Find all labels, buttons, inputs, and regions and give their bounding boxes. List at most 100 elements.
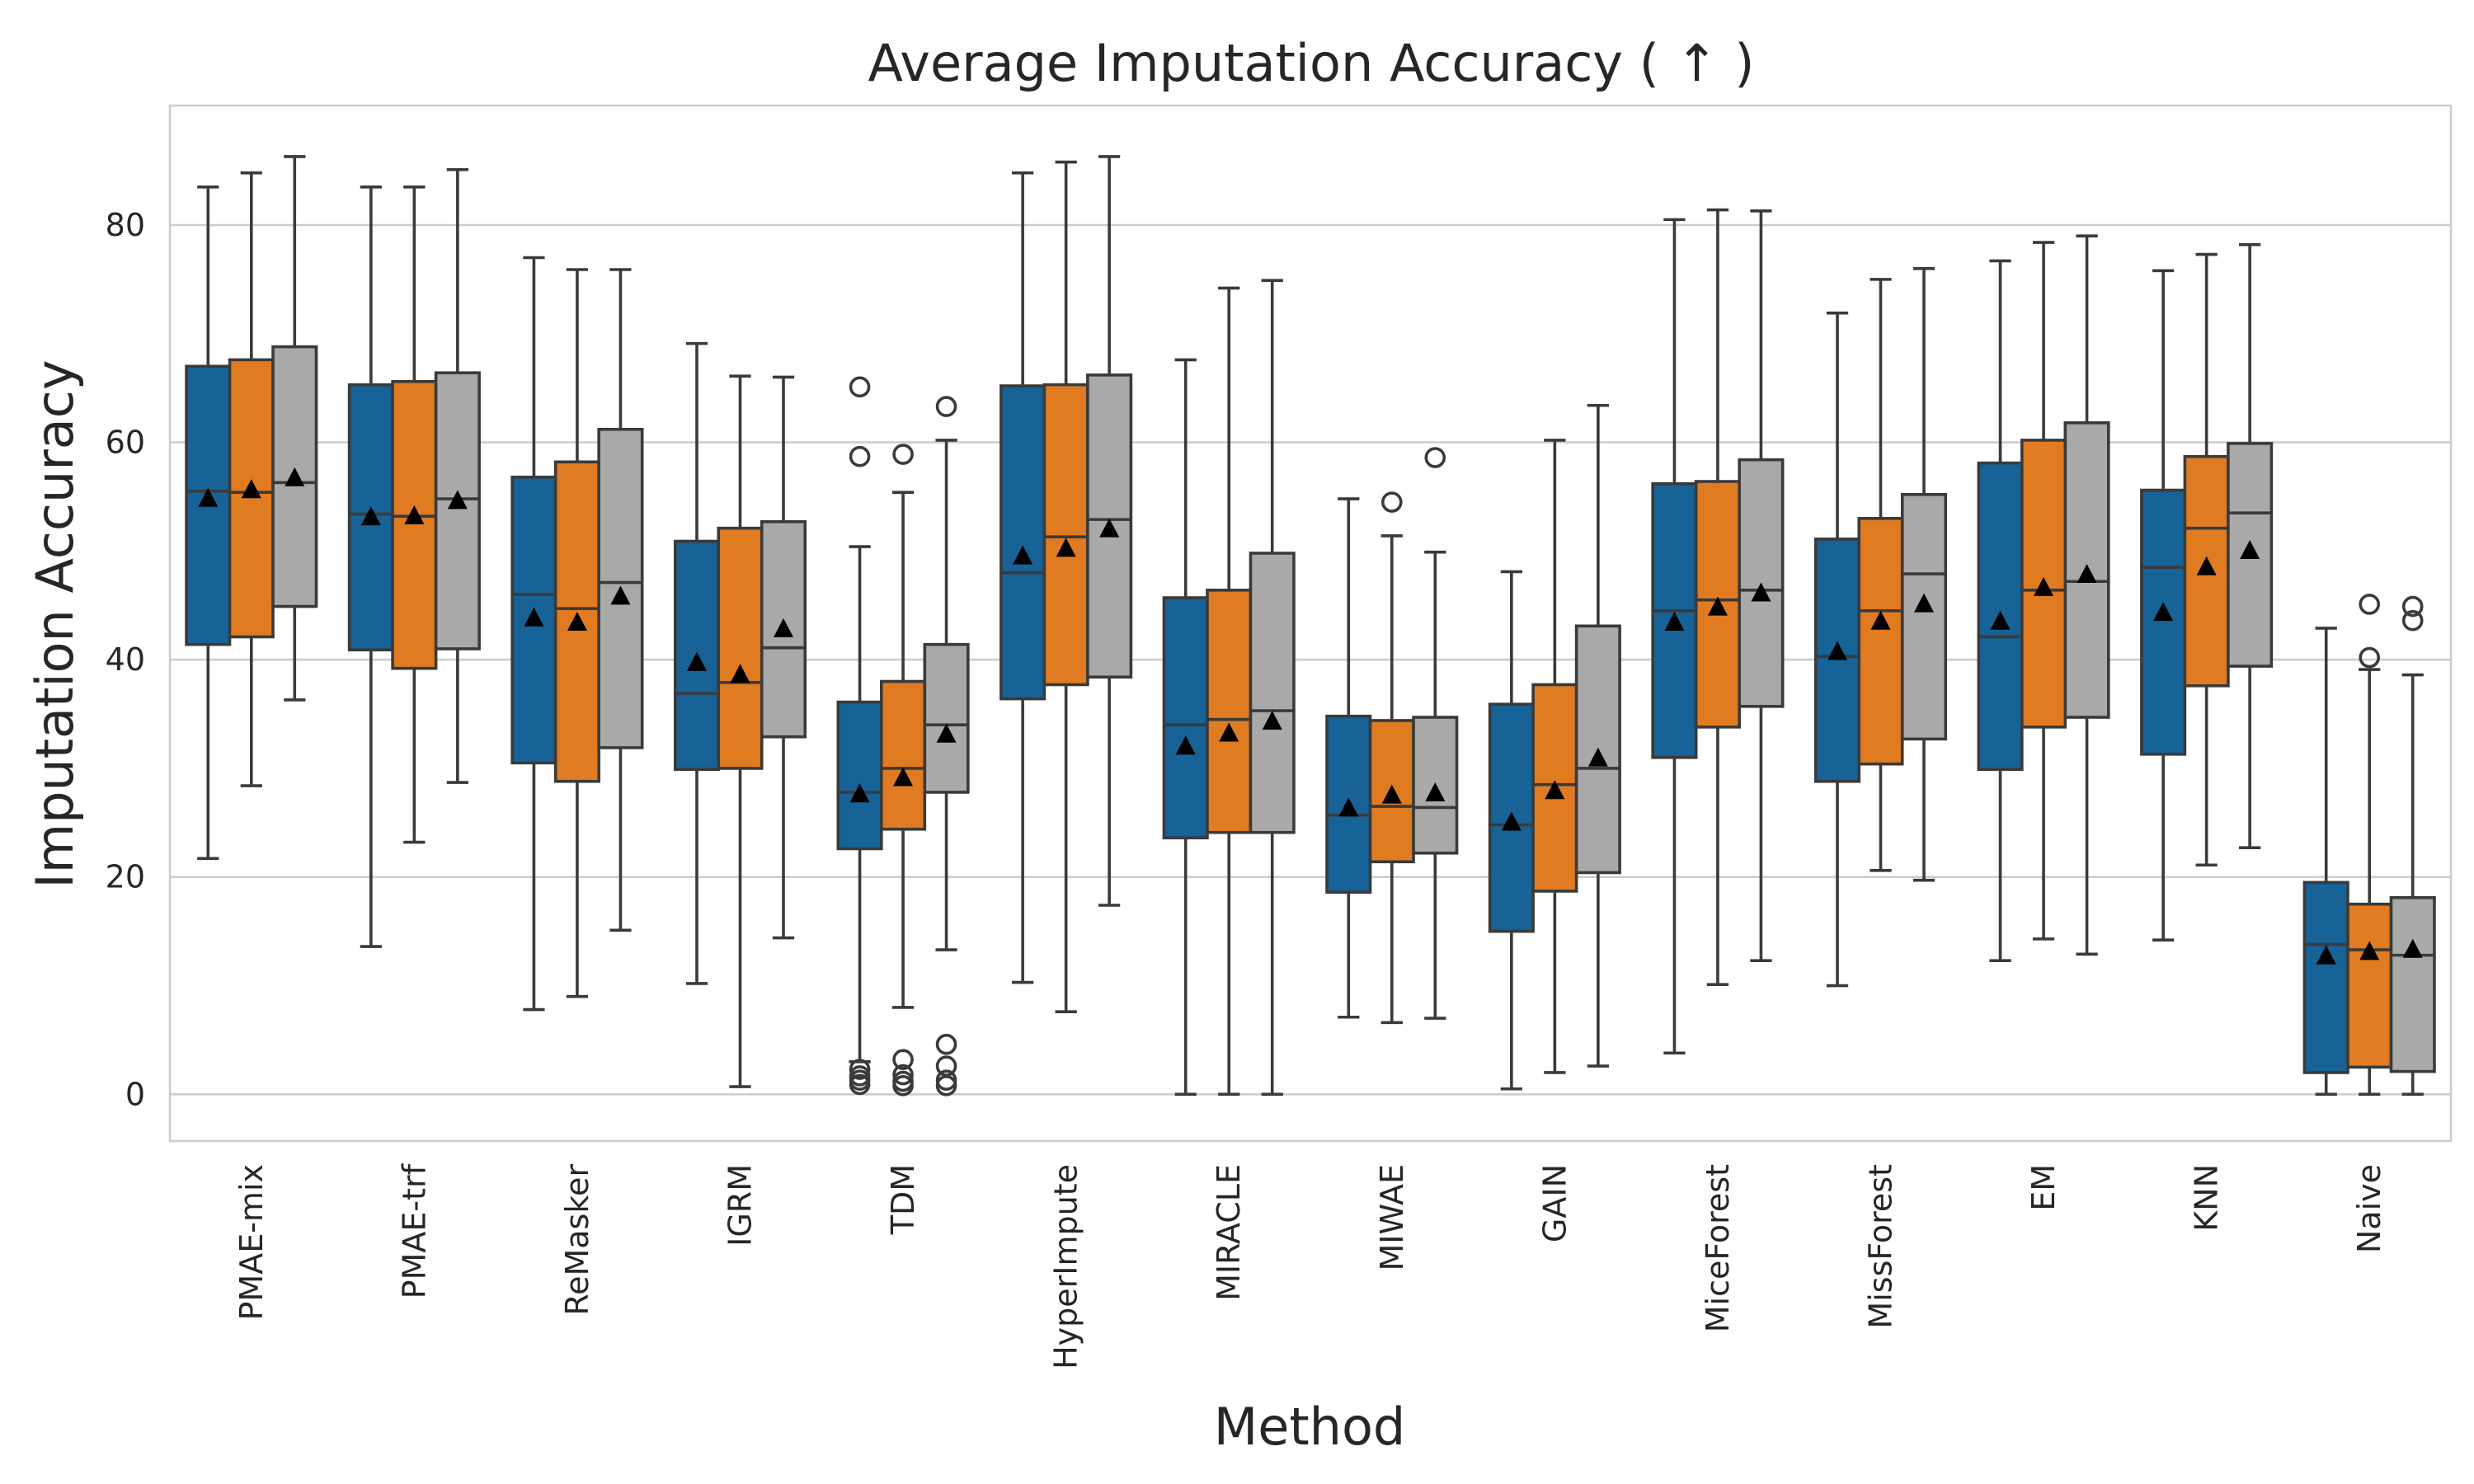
iqr-box [347, 383, 394, 652]
iqr-box [717, 526, 764, 770]
plot-frame [168, 104, 2453, 1143]
iqr-box [1206, 589, 1253, 834]
mean-marker [2196, 556, 2217, 575]
mean-marker [567, 612, 587, 632]
mean-marker [447, 490, 468, 510]
mean-marker [2402, 938, 2423, 958]
x-tick-label: Naive [2351, 1164, 2387, 1253]
box-group [1813, 266, 1948, 988]
y-axis-ticks: 0 20 40 60 80 [106, 207, 145, 1112]
iqr-box [1738, 458, 1785, 708]
iqr-box [1162, 596, 1209, 840]
x-tick-label: MiceForest [1700, 1164, 1736, 1332]
outlier-point [849, 1059, 871, 1080]
chart-title: Average Imputation Accuracy ( ↑ ) [868, 33, 1755, 93]
mean-marker [241, 479, 261, 499]
x-tick-label: PMAE-trf [396, 1162, 432, 1298]
mean-marker [1262, 710, 1282, 730]
outlier-point [2359, 646, 2381, 669]
iqr-box [1813, 538, 1861, 783]
box-group [1651, 208, 1785, 1055]
x-axis-label: Method [1214, 1397, 1406, 1457]
mean-marker [2077, 564, 2097, 584]
box-group [2140, 242, 2274, 942]
mean-marker [610, 585, 631, 605]
outlier-point [892, 1074, 914, 1097]
box-group [1977, 234, 2110, 963]
mean-marker [524, 607, 544, 627]
iqr-box [434, 371, 481, 650]
mean-marker [1751, 582, 1771, 602]
iqr-box [1857, 517, 1904, 766]
mean-marker [1099, 518, 1120, 538]
mean-marker [1175, 735, 1196, 755]
outlier-point [2401, 609, 2424, 632]
mean-marker [1501, 811, 1522, 831]
box-group [185, 155, 318, 861]
mean-marker [285, 467, 305, 486]
outlier-point [849, 376, 871, 398]
mean-marker [1870, 610, 1891, 630]
mean-marker [774, 618, 793, 637]
box-group [999, 155, 1133, 1013]
x-tick-label: PMAE-mix [233, 1164, 270, 1320]
mean-marker [893, 767, 914, 787]
y-tick-label: 80 [106, 207, 145, 243]
iqr-box [923, 642, 970, 794]
iqr-box [1900, 493, 1948, 741]
x-tick-label: TDM [885, 1164, 921, 1235]
mean-marker [1013, 545, 1033, 565]
y-tick-label: 40 [106, 641, 145, 678]
outlier-point [1380, 491, 1403, 513]
mean-marker [1827, 641, 1847, 660]
mean-marker [1707, 596, 1728, 616]
mean-marker [1219, 722, 1239, 742]
y-tick-label: 0 [125, 1076, 145, 1112]
iqr-box [999, 384, 1047, 701]
outlier-point [849, 445, 871, 467]
y-tick-label: 60 [106, 425, 145, 461]
box-group [510, 256, 644, 1012]
mean-marker [1914, 593, 1934, 613]
mean-marker [1338, 797, 1359, 817]
outlier-point [892, 444, 914, 465]
box-group [1325, 447, 1459, 1025]
mean-marker [2359, 941, 2380, 960]
x-tick-label: MissForest [1863, 1164, 1899, 1329]
iqr-box [2346, 902, 2393, 1069]
mean-marker [2240, 540, 2260, 560]
mean-marker [687, 651, 707, 671]
y-tick-label: 20 [106, 859, 145, 895]
x-axis-ticks: PMAE-mix PMAE-trf ReMasker IGRM TDM HyperImpu… [233, 1162, 2387, 1369]
y-axis-label: Imputation Accuracy [25, 359, 85, 888]
outlier-point [849, 1073, 871, 1096]
mean-marker [2153, 602, 2174, 622]
box-group [1488, 403, 1621, 1091]
mean-marker [1381, 784, 1402, 804]
x-tick-label: ReMasker [559, 1164, 595, 1316]
iqr-box [2140, 488, 2187, 756]
x-tick-label: MIWAE [1374, 1164, 1410, 1271]
mean-marker [936, 723, 957, 743]
mean-marker [1425, 782, 1446, 801]
iqr-box [228, 358, 275, 639]
mean-marker [404, 505, 425, 524]
iqr-box [1042, 383, 1089, 687]
mean-marker [2034, 576, 2054, 596]
iqr-box [2302, 881, 2349, 1074]
iqr-box [836, 700, 883, 851]
outlier-point [892, 1064, 914, 1086]
box-group [2302, 594, 2436, 1097]
outlier-point [2401, 595, 2424, 618]
mean-marker [730, 664, 750, 683]
iqr-box [391, 379, 438, 670]
mean-marker [198, 487, 219, 507]
x-tick-label: MIRACLE [1211, 1164, 1247, 1301]
outlier-point [2359, 594, 2381, 615]
x-tick-label: GAIN [1536, 1164, 1573, 1242]
mean-marker [1056, 538, 1076, 557]
mean-marker [1664, 612, 1685, 632]
outlier-point [935, 1069, 957, 1091]
mean-marker [1990, 610, 2011, 630]
